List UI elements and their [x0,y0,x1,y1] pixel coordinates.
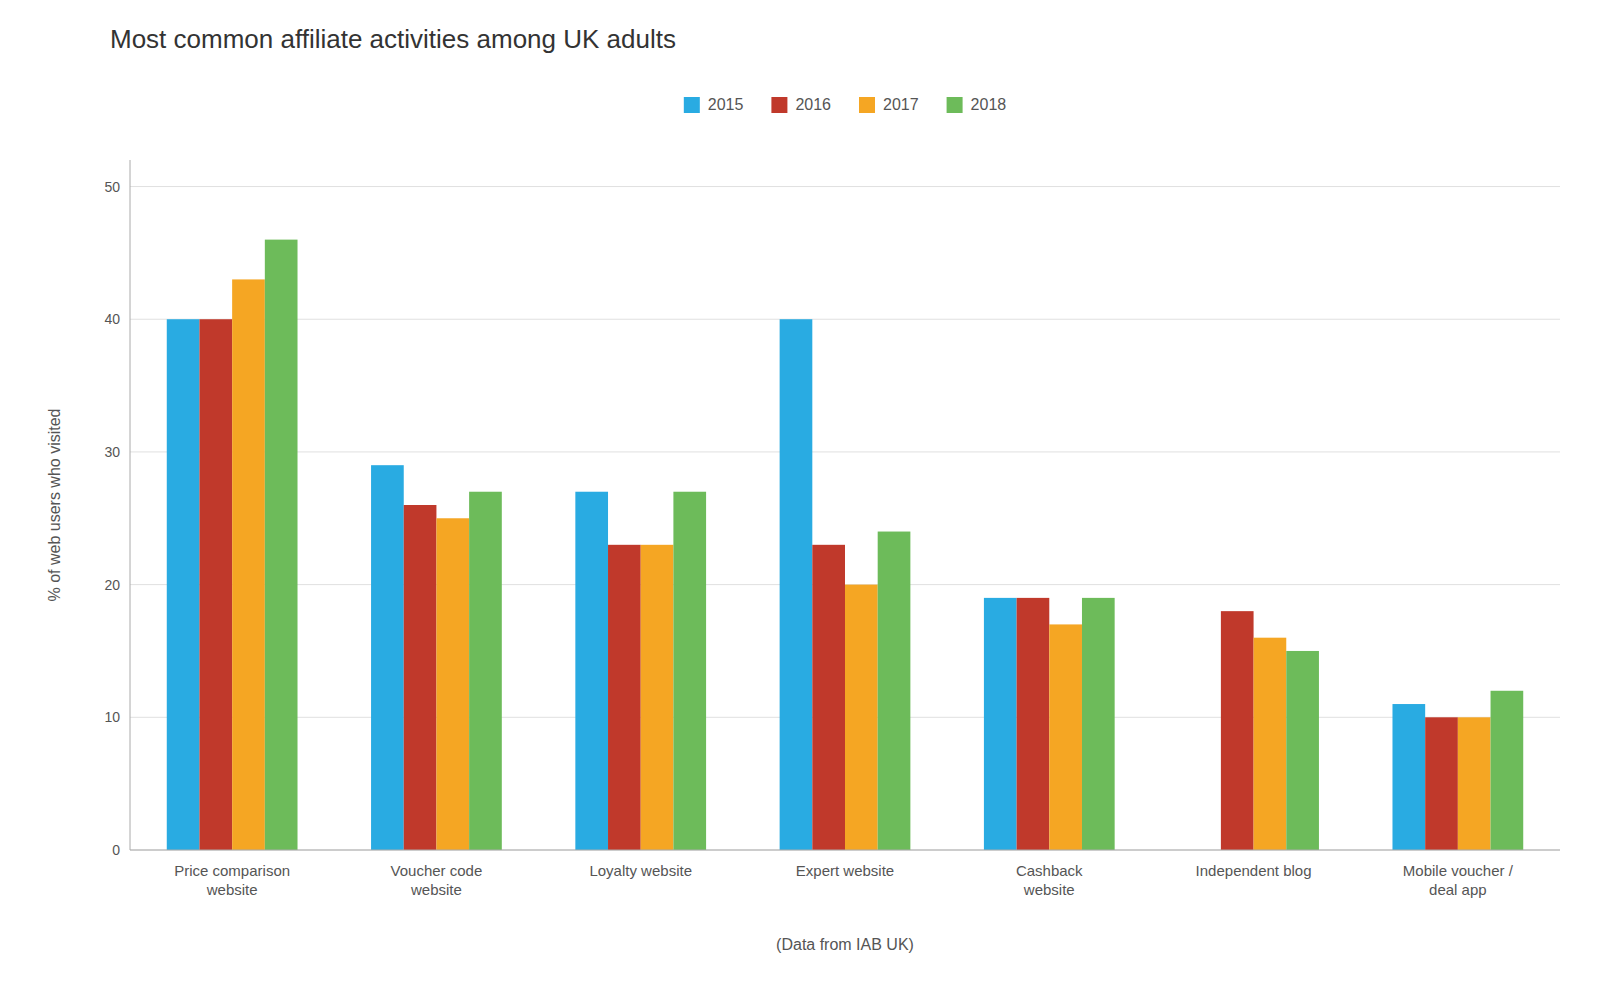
chart-svg: Most common affiliate activities among U… [0,0,1600,986]
y-tick-label: 50 [104,179,120,195]
bar [1254,638,1287,850]
x-tick-label: Loyalty website [589,862,692,879]
legend-label: 2018 [971,96,1007,113]
bar [404,505,437,850]
bar [984,598,1017,850]
x-tick-label-line: Price comparison [174,862,290,879]
x-tick-label-line: Loyalty website [589,862,692,879]
bar [1049,624,1082,850]
x-axis-line [130,850,1560,851]
bar [199,319,232,850]
legend: 2015 2016 2017 2018 [684,96,1006,113]
bar [1392,704,1425,850]
y-axis-line [130,160,131,850]
bar [469,492,502,850]
y-axis-label: % of web users who visited [46,409,63,602]
legend-item: 2016 [771,96,831,113]
x-tick-label: Independent blog [1196,862,1312,879]
x-tick-label-line: deal app [1429,881,1487,898]
x-axis-label: (Data from IAB UK) [776,936,914,953]
y-tick-label: 30 [104,444,120,460]
x-tick-label-line: website [1023,881,1075,898]
grid-line [130,186,1560,187]
x-tick-label-line: Mobile voucher / [1403,862,1514,879]
legend-item: 2015 [684,96,744,113]
legend-swatch [859,97,875,113]
bar [1221,611,1254,850]
bar [265,240,298,850]
bar [878,532,911,850]
legend-item: 2017 [859,96,919,113]
x-tick-label-line: website [410,881,462,898]
legend-item: 2018 [947,96,1007,113]
bar [673,492,706,850]
x-tick-label-line: Voucher code [391,862,483,879]
bar [812,545,845,850]
legend-swatch [947,97,963,113]
y-tick-label: 10 [104,709,120,725]
legend-label: 2016 [795,96,831,113]
bar [1458,717,1491,850]
bar [780,319,813,850]
bar [436,518,469,850]
x-tick-label: Cashback website [1016,862,1083,898]
bar [845,585,878,850]
grid [130,187,1560,850]
bar [608,545,641,850]
bars [167,240,1523,850]
bar [1017,598,1050,850]
y-tick-label: 40 [104,311,120,327]
x-tick-label-line: Expert website [796,862,894,879]
bar [575,492,608,850]
x-tick-label-line: website [206,881,258,898]
y-tick-label: 20 [104,577,120,593]
grid-line [130,850,1560,851]
bar [1425,717,1458,850]
bar [1082,598,1115,850]
y-tick-label: 0 [112,842,120,858]
grid-line [130,451,1560,452]
chart-container: Most common affiliate activities among U… [0,0,1600,986]
x-tick-label: Expert website [796,862,894,879]
bar [1286,651,1319,850]
x-tick-label: Price comparison website [174,862,290,898]
x-tick-label: Voucher code website [391,862,483,898]
bar [1491,691,1524,850]
legend-swatch [684,97,700,113]
bar [371,465,404,850]
title: Most common affiliate activities among U… [110,24,676,54]
x-tick-label-line: Cashback [1016,862,1083,879]
bar [641,545,674,850]
legend-label: 2015 [708,96,744,113]
bar [167,319,200,850]
grid-line [130,319,1560,320]
x-tick-label-line: Independent blog [1196,862,1312,879]
bar [232,279,265,850]
legend-label: 2017 [883,96,919,113]
x-tick-label: Mobile voucher / deal app [1403,862,1514,898]
legend-swatch [771,97,787,113]
